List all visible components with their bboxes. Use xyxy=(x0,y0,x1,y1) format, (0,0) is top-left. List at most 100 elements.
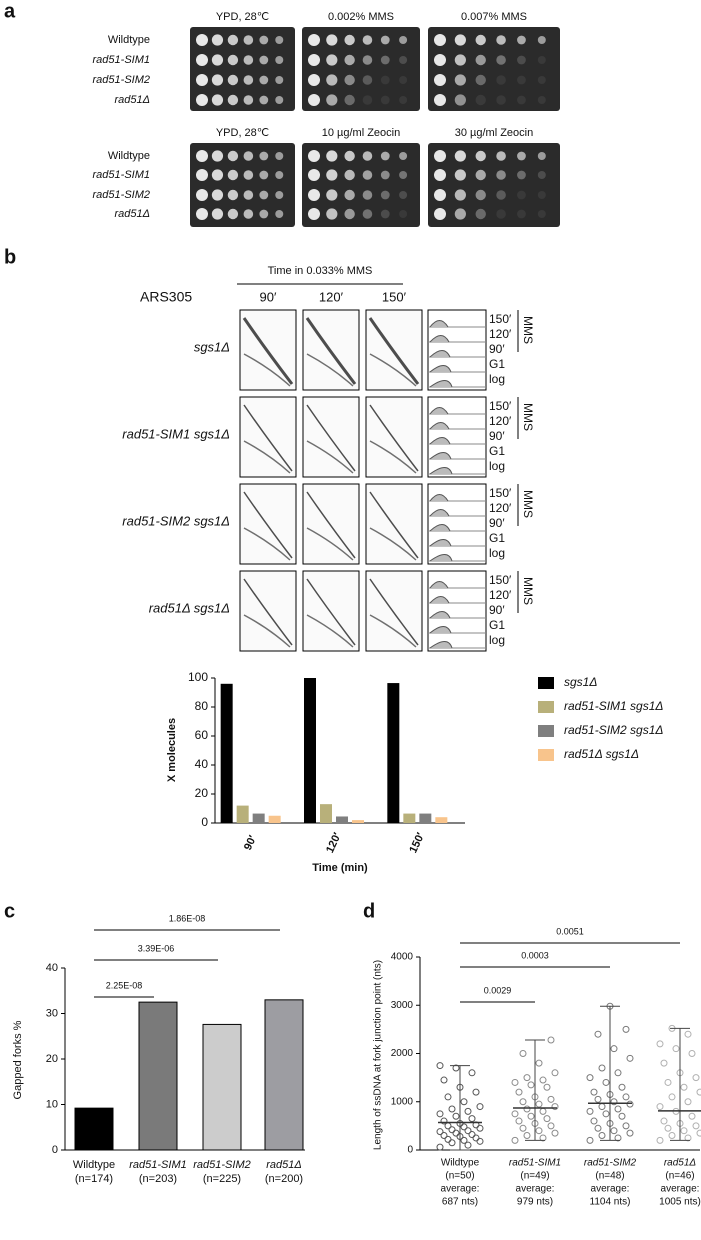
spot xyxy=(211,169,224,181)
facs-hist xyxy=(429,350,451,358)
y-axis-title: X molecules xyxy=(166,718,178,782)
y-tick-label: 30 xyxy=(46,1007,58,1019)
spot xyxy=(362,209,373,219)
gel-arc xyxy=(243,578,293,646)
x-tick-note: average: xyxy=(591,1184,630,1195)
bar xyxy=(138,1001,178,1151)
facs-label: 150′ xyxy=(489,486,512,500)
x-tick-label: rad51Δ xyxy=(664,1158,697,1169)
point xyxy=(622,1122,630,1130)
spot xyxy=(227,34,239,46)
spot xyxy=(380,95,390,105)
spot xyxy=(537,56,546,64)
x-tick-note: 1005 nts) xyxy=(659,1197,701,1208)
spot xyxy=(380,190,390,200)
y-axis-title: Length of ssDNA at fork junction point (… xyxy=(373,960,384,1150)
point xyxy=(660,1059,668,1067)
strain-label: rad51-SIM2 xyxy=(93,189,150,201)
mms-label: MMS xyxy=(521,490,535,518)
point xyxy=(464,1107,472,1115)
spot xyxy=(454,189,466,201)
y-tick-label: 10 xyxy=(46,1098,58,1110)
x-tick-note: average: xyxy=(661,1184,700,1195)
point xyxy=(523,1074,531,1082)
point xyxy=(551,1129,559,1137)
point xyxy=(511,1136,519,1144)
facs-label: G1 xyxy=(489,618,505,632)
facs-hist xyxy=(429,335,450,343)
point xyxy=(590,1088,598,1096)
spot xyxy=(243,75,254,85)
x-tick-note: (n=49) xyxy=(520,1171,549,1182)
point xyxy=(610,1098,618,1106)
spot xyxy=(326,189,338,201)
spot xyxy=(227,74,239,86)
point xyxy=(551,1103,559,1111)
spot xyxy=(308,74,320,86)
spot xyxy=(196,150,208,162)
point xyxy=(440,1076,448,1084)
spot xyxy=(517,170,526,180)
x-tick-label: Wildtype xyxy=(441,1158,480,1169)
facs-label: log xyxy=(489,459,505,473)
plate-title: 10 µg/ml Zeocin xyxy=(322,127,400,139)
point xyxy=(668,1132,676,1140)
spot xyxy=(496,55,506,65)
spot xyxy=(380,209,390,219)
facs-hist xyxy=(429,365,452,373)
y-tick-label: 40 xyxy=(46,962,58,974)
x-tick-note: 979 nts) xyxy=(517,1197,553,1208)
spot xyxy=(275,210,284,218)
gel-arc xyxy=(368,317,420,385)
spot xyxy=(344,94,355,106)
point xyxy=(656,1136,664,1144)
point xyxy=(527,1081,535,1089)
spot xyxy=(196,74,208,86)
spot xyxy=(227,54,239,66)
spot xyxy=(243,170,254,180)
spot xyxy=(434,189,446,201)
point xyxy=(692,1074,700,1082)
spot xyxy=(475,208,486,220)
facs-hist xyxy=(429,422,450,430)
point xyxy=(444,1093,452,1101)
facs-hist xyxy=(429,467,453,475)
point xyxy=(614,1134,622,1142)
point xyxy=(468,1115,476,1123)
x-tick-label: rad51Δ xyxy=(266,1159,302,1171)
facs-label: 90′ xyxy=(489,603,505,617)
point xyxy=(680,1127,688,1135)
x-tick-label: 120′ xyxy=(324,831,344,855)
point xyxy=(519,1124,527,1132)
point xyxy=(602,1078,610,1086)
spot xyxy=(211,74,224,86)
x-tick-note: average: xyxy=(441,1184,480,1195)
point xyxy=(523,1132,531,1140)
point xyxy=(511,1110,519,1118)
point xyxy=(444,1135,452,1143)
facs-label: 150′ xyxy=(489,312,512,326)
facs-label: 90′ xyxy=(489,342,505,356)
facs-label: 120′ xyxy=(489,501,512,515)
spot xyxy=(259,209,269,219)
p-value: 0.0003 xyxy=(521,950,549,960)
bar xyxy=(264,999,304,1151)
spot xyxy=(537,171,546,179)
x-tick-note: (n=50) xyxy=(445,1171,474,1182)
spot xyxy=(434,34,446,46)
point xyxy=(436,1110,444,1118)
x-tick-label: rad51-SIM2 xyxy=(584,1158,637,1169)
spot xyxy=(344,74,355,86)
gel-arc xyxy=(369,578,419,646)
y-tick-label: 0 xyxy=(201,815,208,829)
panel-label: b xyxy=(4,246,16,268)
point xyxy=(468,1069,476,1077)
facs-label: log xyxy=(489,372,505,386)
point xyxy=(539,1107,547,1115)
gel-arc xyxy=(306,614,354,648)
spot xyxy=(517,190,526,200)
bar xyxy=(336,816,348,823)
facs-hist xyxy=(429,596,450,604)
x-tick-label: 90′ xyxy=(242,833,259,852)
x-tick-note: 1104 nts) xyxy=(590,1197,631,1208)
